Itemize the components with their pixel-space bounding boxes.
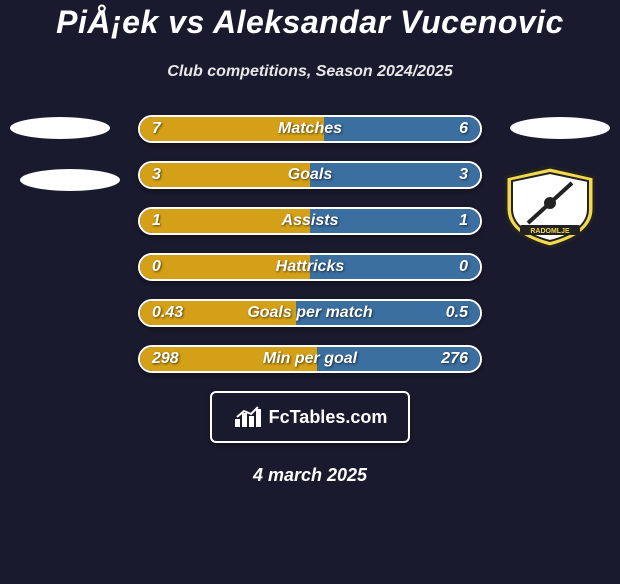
stat-value-left: 0 bbox=[152, 258, 161, 276]
stat-value-left: 7 bbox=[152, 120, 161, 138]
stat-label: Hattricks bbox=[276, 258, 344, 276]
stat-value-left: 298 bbox=[152, 350, 179, 368]
stat-row: 0.43 0.5 Goals per match bbox=[138, 299, 482, 327]
stat-label: Matches bbox=[278, 120, 342, 138]
date-label: 4 march 2025 bbox=[0, 465, 620, 486]
stat-label: Min per goal bbox=[263, 350, 357, 368]
stat-value-right: 0.5 bbox=[446, 304, 468, 322]
stat-label: Assists bbox=[282, 212, 339, 230]
stat-value-right: 276 bbox=[441, 350, 468, 368]
page-subtitle: Club competitions, Season 2024/2025 bbox=[0, 63, 620, 81]
team-logo-left-2 bbox=[20, 169, 120, 191]
branding-label: FcTables.com bbox=[269, 407, 388, 428]
stats-bars: 7 6 Matches 3 3 Goals 1 1 Assists 0 0 Hattricks 0.43… bbox=[138, 115, 482, 373]
branding-box[interactable]: FcTables.com bbox=[210, 391, 410, 443]
stat-row: 3 3 Goals bbox=[138, 161, 482, 189]
chart-icon bbox=[233, 405, 263, 429]
stat-value-left: 3 bbox=[152, 166, 161, 184]
main-area: RADOMLJE 7 6 Matches 3 3 Goals 1 1 Assists 0 0 Hatt… bbox=[0, 115, 620, 373]
stat-value-right: 1 bbox=[459, 212, 468, 230]
stat-value-right: 6 bbox=[459, 120, 468, 138]
team-logo-right-1 bbox=[510, 117, 610, 139]
stat-value-left: 0.43 bbox=[152, 304, 183, 322]
stat-value-right: 0 bbox=[459, 258, 468, 276]
stat-row: 298 276 Min per goal bbox=[138, 345, 482, 373]
bar-fill-right bbox=[310, 163, 480, 187]
stat-value-left: 1 bbox=[152, 212, 161, 230]
bar-fill-right bbox=[324, 117, 480, 141]
page-title: PiÅ¡ek vs Aleksandar Vucenovic bbox=[0, 4, 620, 41]
stat-row: 0 0 Hattricks bbox=[138, 253, 482, 281]
team-logo-left-1 bbox=[10, 117, 110, 139]
team-badge-right: RADOMLJE bbox=[500, 165, 600, 249]
bar-fill-left bbox=[140, 163, 310, 187]
stat-row: 1 1 Assists bbox=[138, 207, 482, 235]
stat-row: 7 6 Matches bbox=[138, 115, 482, 143]
stat-label: Goals bbox=[288, 166, 332, 184]
comparison-card: PiÅ¡ek vs Aleksandar Vucenovic Club comp… bbox=[0, 4, 620, 486]
svg-text:RADOMLJE: RADOMLJE bbox=[530, 228, 570, 235]
stat-label: Goals per match bbox=[247, 304, 372, 322]
stat-value-right: 3 bbox=[459, 166, 468, 184]
